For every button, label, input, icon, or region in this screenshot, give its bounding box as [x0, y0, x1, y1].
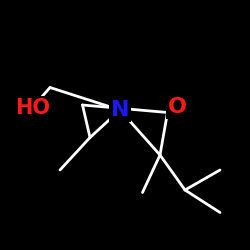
Text: N: N [111, 100, 129, 120]
Text: HO: HO [15, 98, 50, 117]
Text: O: O [168, 98, 187, 117]
